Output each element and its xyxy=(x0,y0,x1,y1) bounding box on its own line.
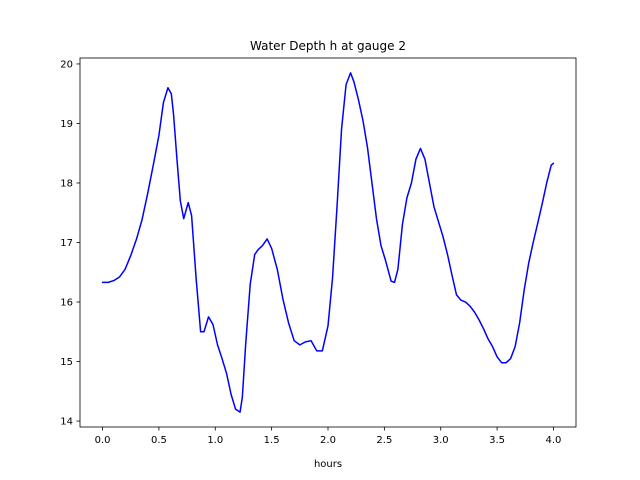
x-tick-label-4: 2.0 xyxy=(320,435,336,446)
x-tick-label-0: 0.0 xyxy=(95,435,111,446)
y-tick-label-2: 16 xyxy=(60,298,73,309)
x-tick-label-3: 1.5 xyxy=(264,435,280,446)
y-tick-label-1: 15 xyxy=(60,357,73,368)
y-tick-label-6: 20 xyxy=(60,59,73,70)
plot-area: 0.0 0.5 1.0 1.5 2.0 2.5 3.0 3.5 4.0 14 15 16 17 18 19 2… xyxy=(60,57,577,446)
plot-frame xyxy=(79,57,577,428)
x-tick-label-1: 0.5 xyxy=(151,435,167,446)
x-tick-label-6: 3.0 xyxy=(433,435,449,446)
x-tick-label-7: 3.5 xyxy=(489,435,505,446)
x-tick-label-2: 1.0 xyxy=(207,435,223,446)
x-tick-label-5: 2.5 xyxy=(376,435,392,446)
series-line-0 xyxy=(101,72,555,413)
y-tick-label-0: 14 xyxy=(60,417,73,428)
chart-title: Water Depth h at gauge 2 xyxy=(250,39,406,53)
y-tick-label-3: 17 xyxy=(60,238,73,249)
x-tick-label-8: 4.0 xyxy=(546,435,562,446)
y-tick-label-4: 18 xyxy=(60,178,73,189)
x-axis-label: hours xyxy=(314,459,342,470)
y-tick-label-5: 19 xyxy=(60,119,73,130)
